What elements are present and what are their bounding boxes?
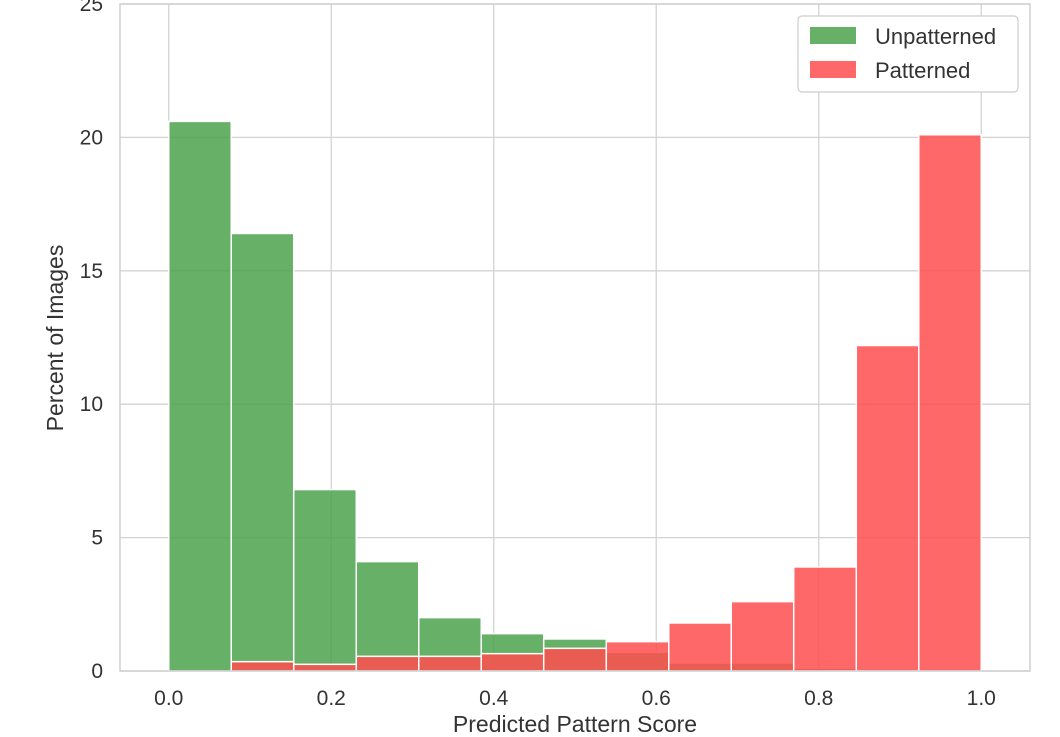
- bar-patterned: [668, 622, 732, 672]
- bar-patterned: [792, 566, 858, 672]
- x-axis-label: Predicted Pattern Score: [453, 711, 697, 737]
- bar-patterned: [542, 647, 608, 672]
- legend-label-patterned: Patterned: [875, 58, 970, 83]
- x-tick-label: 0.6: [642, 687, 671, 710]
- bars: [168, 120, 982, 672]
- bar-patterned: [418, 655, 482, 672]
- x-tick-label: 0.4: [479, 687, 509, 710]
- bar-patterned: [855, 344, 920, 672]
- x-tick-label: 0.2: [317, 687, 346, 710]
- bar-patterned: [730, 600, 795, 672]
- legend: Unpatterned Patterned: [797, 15, 1019, 93]
- bar-unpatterned: [292, 488, 358, 672]
- x-tick-label: 0.0: [154, 687, 183, 710]
- legend-swatch-patterned: [810, 61, 856, 78]
- bar-patterned: [355, 655, 420, 672]
- bar-patterned: [918, 133, 982, 672]
- y-tick-label: 25: [80, 0, 103, 16]
- y-tick-label: 0: [91, 660, 103, 683]
- x-tick-label: 1.0: [967, 687, 996, 710]
- bar-patterned: [292, 663, 358, 672]
- plot-border: [119, 3, 1031, 672]
- bar-patterned: [605, 640, 670, 672]
- plot-frame: [119, 3, 1031, 672]
- bar-unpatterned: [230, 232, 295, 672]
- bar-unpatterned: [355, 560, 420, 672]
- y-tick-label: 5: [91, 527, 103, 550]
- y-tick-label: 15: [80, 260, 103, 283]
- y-tick-label: 10: [80, 393, 103, 416]
- y-axis-label: Percent of Images: [42, 245, 68, 432]
- legend-label-unpatterned: Unpatterned: [875, 24, 996, 49]
- tick-labels: 0.0 0.2 0.4 0.6 0.8 1.0 0 5 10 15 20 25: [80, 0, 996, 710]
- bar-unpatterned: [168, 120, 232, 672]
- y-tick-label: 20: [80, 126, 103, 149]
- bar-patterned: [480, 652, 545, 672]
- x-tick-label: 0.8: [804, 687, 833, 710]
- legend-swatch-unpatterned: [810, 27, 856, 44]
- bar-patterned: [230, 660, 295, 672]
